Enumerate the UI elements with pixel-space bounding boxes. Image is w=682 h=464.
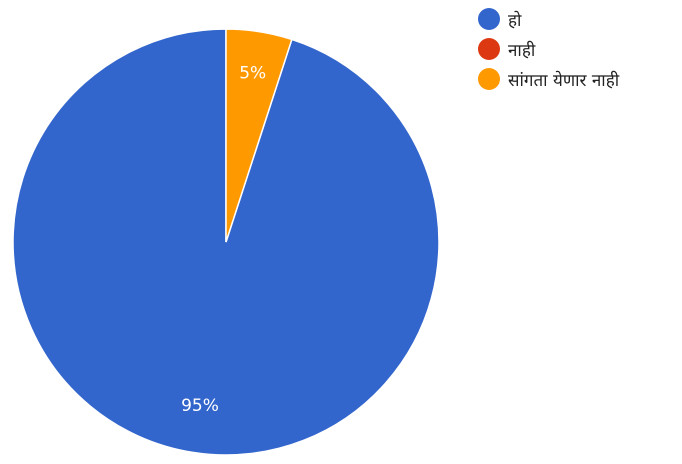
pie-slices [12, 28, 440, 456]
slice-label-yes: 95% [181, 396, 219, 416]
legend-dot-cannot-say-icon [478, 68, 500, 90]
legend-label-yes: हो [508, 10, 522, 31]
legend-dot-yes-icon [478, 8, 500, 30]
legend-label-cannot-say: सांगता येणार नाही [508, 70, 620, 91]
slice-label-cannot-say: 5% [239, 64, 266, 84]
legend-dot-no-icon [478, 38, 500, 60]
legend-item-no[interactable]: नाही [478, 34, 619, 64]
legend-item-cannot-say[interactable]: सांगता येणार नाही [478, 64, 619, 94]
legend-item-yes[interactable]: हो [478, 4, 619, 34]
pie-slice-cannot-say[interactable] [225, 28, 293, 243]
legend: हो नाही सांगता येणार नाही [478, 4, 619, 94]
legend-label-no: नाही [508, 40, 536, 61]
pie-data-labels: 95% 5% [181, 64, 266, 416]
